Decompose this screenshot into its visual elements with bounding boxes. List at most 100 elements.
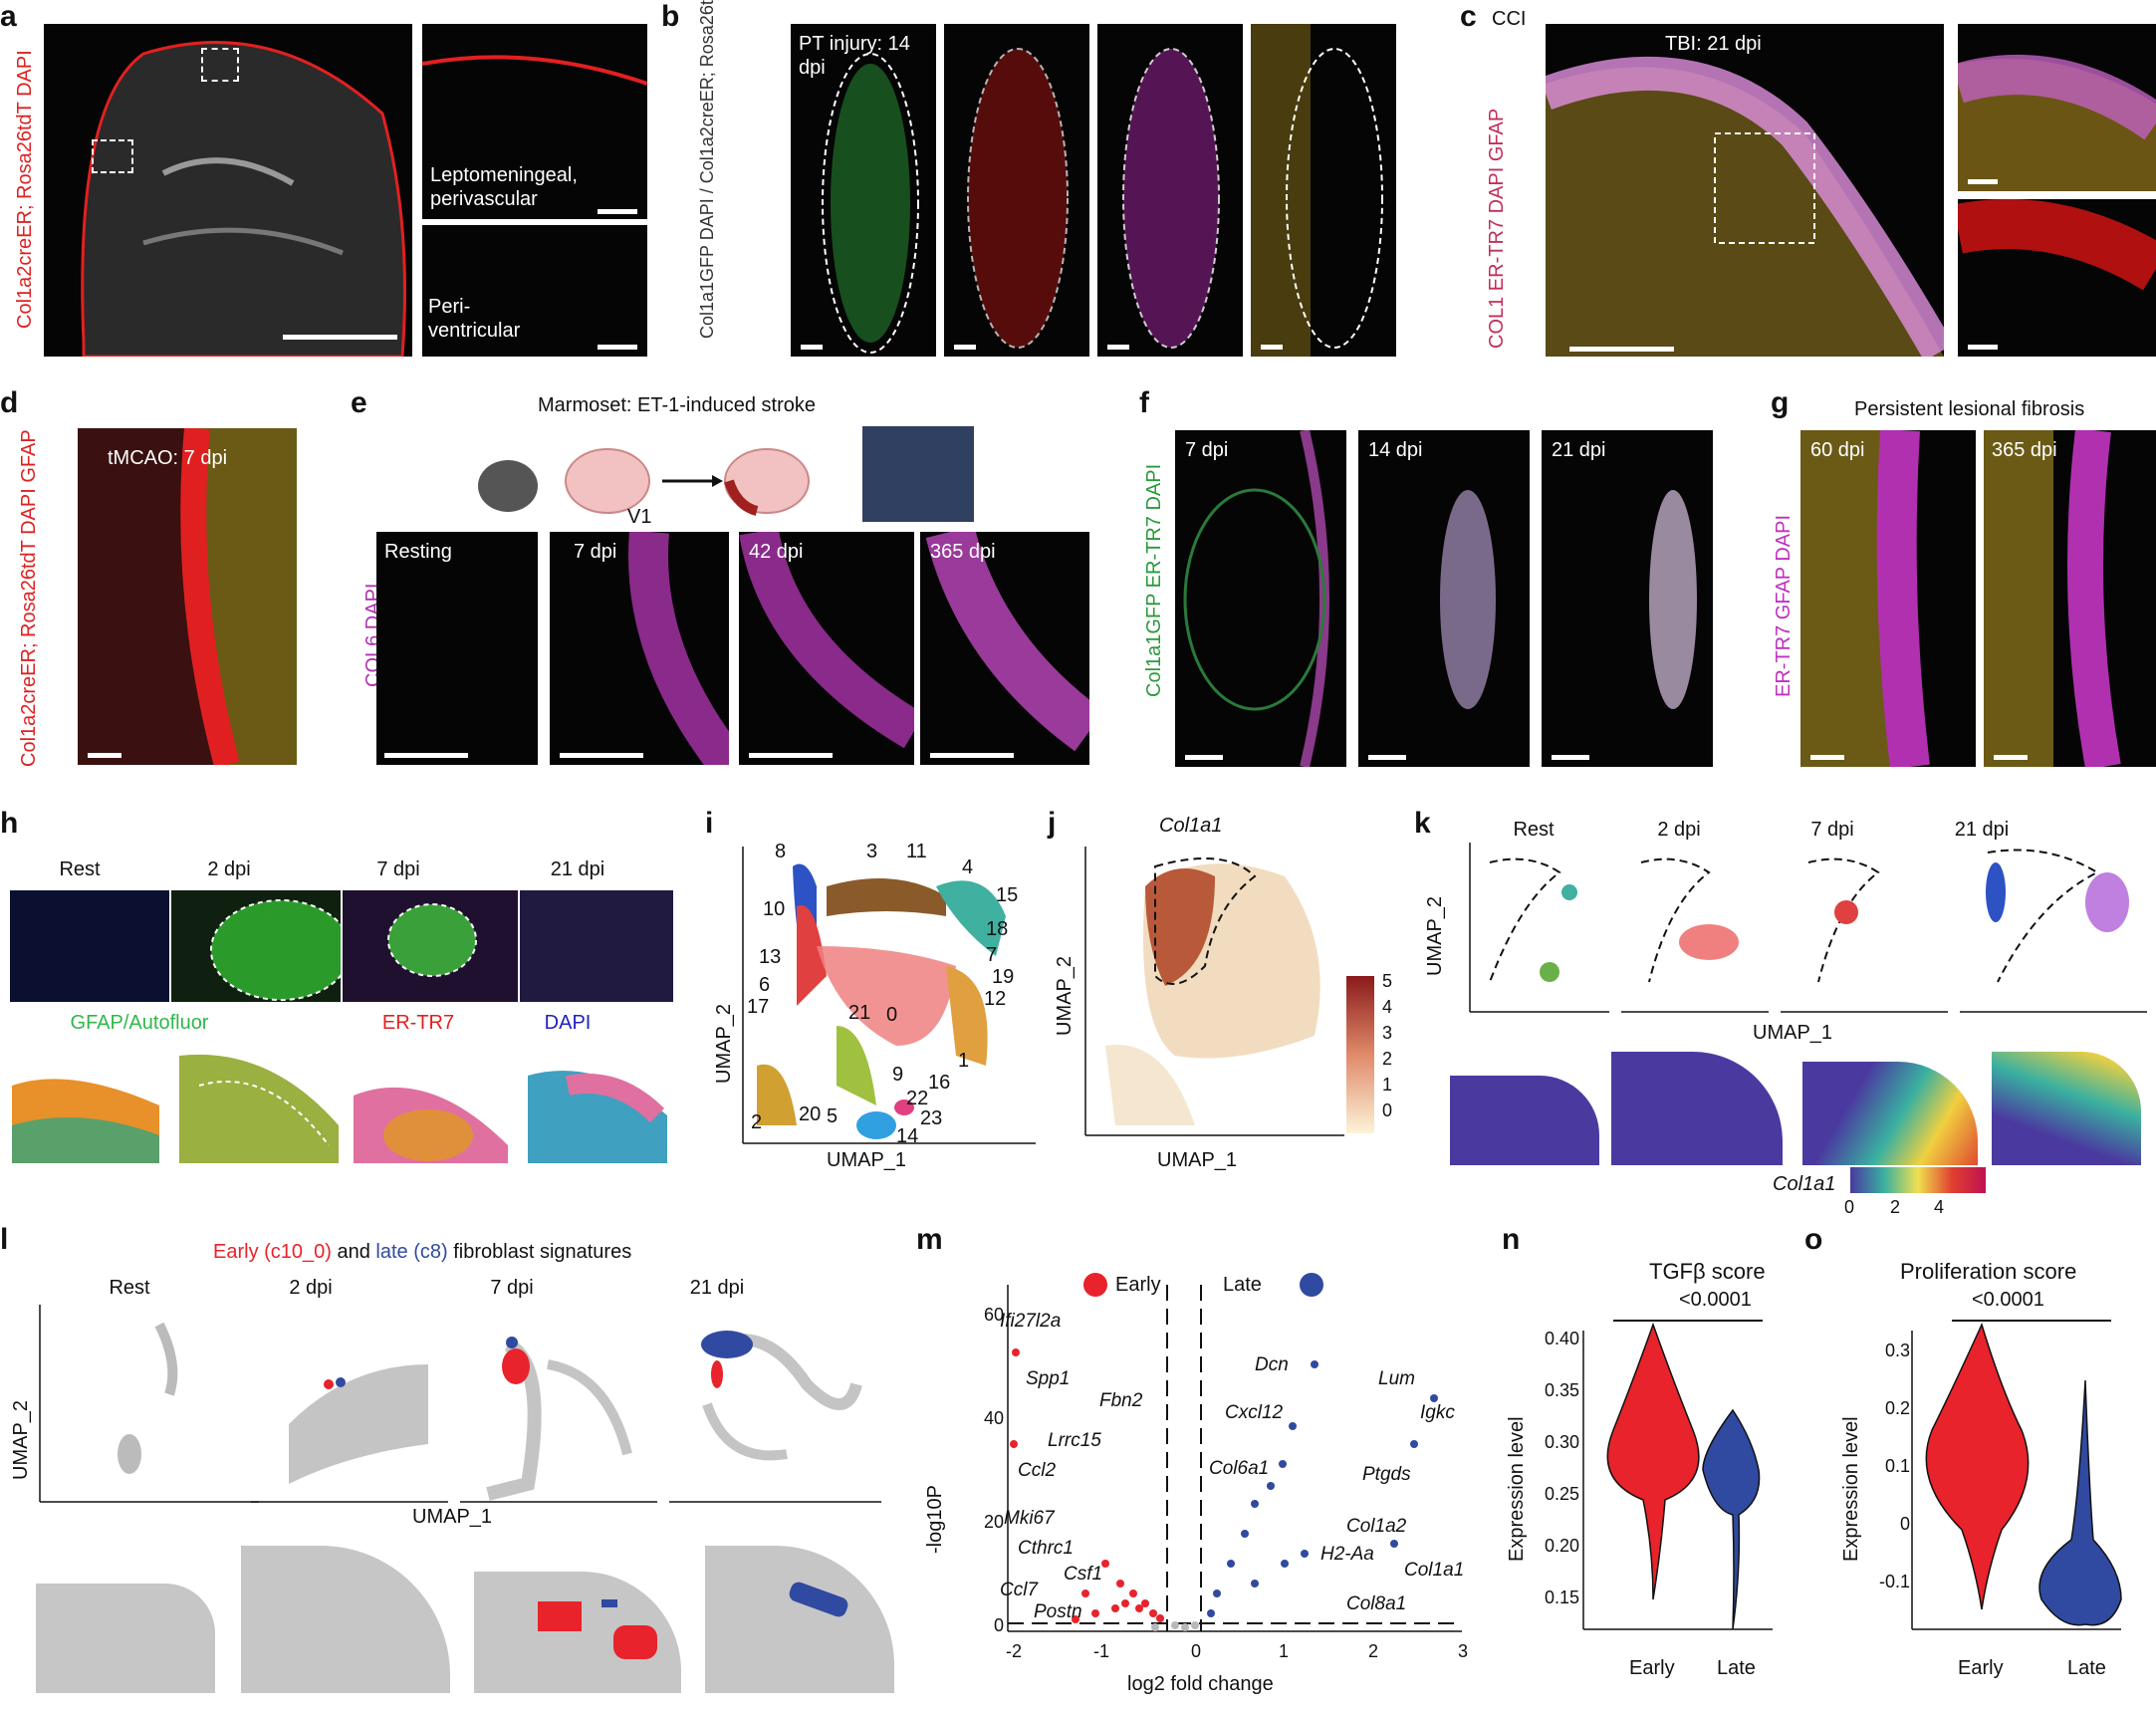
c-main-image: TBI: 21 dpi — [1546, 24, 1944, 357]
l-title: Early (c10_0) and late (c8) fibroblast s… — [213, 1241, 632, 1263]
h-channel-dapi: DAPI — [544, 1012, 592, 1034]
m-ylabel: -log10P — [924, 1485, 946, 1554]
l-tp-21dpi: 21 dpi — [689, 1277, 745, 1299]
n-group-early: Early — [1629, 1657, 1675, 1679]
b-yellow-image — [1251, 24, 1396, 357]
panel-label-j: j — [1048, 807, 1057, 840]
o-yticks: 0.3 0.2 0.1 0 -0.1 — [1878, 1341, 1910, 1591]
k-tp-7dpi: 7 dpi — [1810, 819, 1854, 841]
o-violin-plot — [1911, 1320, 2122, 1630]
b-red-image — [944, 24, 1089, 357]
f-image-14dpi: 14 dpi — [1358, 430, 1530, 767]
e-image-resting: Resting — [376, 532, 538, 765]
j-xlabel: UMAP_1 — [1157, 1149, 1238, 1171]
k-colorbar-tick-2: 2 — [1890, 1197, 1901, 1217]
l-spatial-21dpi — [705, 1546, 894, 1693]
panel-label-a: a — [0, 0, 17, 33]
e-title: Marmoset: ET-1-induced stroke — [538, 394, 816, 416]
m-gene-labels-late: Dcn Lum Cxcl12 Igkc Col6a1 Ptgds Col1a2 … — [1209, 1354, 1465, 1614]
h-image-2dpi — [171, 890, 341, 1002]
e-image-7dpi: 7 dpi — [550, 532, 729, 765]
c-inset-top — [1958, 24, 2156, 191]
panel-label-f: f — [1139, 386, 1149, 419]
panel-label-l: l — [0, 1223, 9, 1256]
l-xlabel: UMAP_1 — [412, 1506, 493, 1528]
h-spatial-clusters — [12, 1054, 667, 1163]
c-model: CCI — [1492, 8, 1527, 30]
g-title: Persistent lesional fibrosis — [1854, 398, 2085, 420]
k-tp-21dpi: 21 dpi — [1954, 819, 2010, 841]
k-spatial-rest — [1450, 1076, 1599, 1165]
a-inset-top-label: Leptomeningeal, perivascular — [430, 164, 578, 210]
o-title: Proliferation score — [1900, 1259, 2077, 1284]
c-inset-bottom — [1958, 199, 2156, 357]
k-colorbar-tick-0: 0 — [1844, 1197, 1855, 1217]
j-ylabel: UMAP_2 — [1054, 955, 1076, 1036]
f-image-21dpi: 21 dpi — [1542, 430, 1713, 767]
k-spatial-21dpi — [1992, 1052, 2141, 1165]
f-stain-label: Col1a1GFP ER-TR7 DAPI — [1143, 463, 1165, 697]
e-image-42dpi: 42 dpi — [739, 532, 914, 765]
panel-label-k: k — [1414, 807, 1431, 840]
a-main-image — [44, 24, 412, 357]
l-ylabel: UMAP_2 — [10, 1399, 32, 1480]
panel-label-g: g — [1771, 386, 1790, 419]
g-image-60dpi: 60 dpi — [1800, 430, 1976, 767]
panel-label-o: o — [1804, 1223, 1823, 1256]
k-colorbar-gene: Col1a1 — [1773, 1173, 1836, 1195]
n-group-late: Late — [1717, 1657, 1756, 1679]
l-spatial-7dpi — [474, 1572, 681, 1693]
n-ylabel: Expression level — [1506, 1416, 1528, 1562]
l-tp-2dpi: 2 dpi — [289, 1277, 333, 1299]
n-title: TGFβ score — [1649, 1259, 1766, 1284]
j-gene: Col1a1 — [1159, 815, 1223, 837]
d-image: tMCAO: 7 dpi — [78, 428, 297, 765]
l-spatial-rest — [36, 1584, 215, 1693]
a-inset-bottom-label: Peri- ventricular — [428, 296, 521, 342]
panel-label-m: m — [916, 1223, 943, 1256]
k-tp-rest: Rest — [1513, 819, 1555, 841]
l-spatial-2dpi — [241, 1546, 450, 1693]
k-xlabel: UMAP_1 — [1753, 1022, 1833, 1044]
h-tp-21dpi: 21 dpi — [550, 858, 605, 880]
i-cluster-labels: 8 3 11 4 15 10 18 7 19 12 13 6 21 0 9 22… — [747, 841, 1019, 1147]
k-tp-2dpi: 2 dpi — [1657, 819, 1701, 841]
b-stain-label: Col1a1GFP DAPI / Col1a2creER; Rosa26tdT … — [697, 0, 717, 339]
panel-label-h: h — [0, 807, 19, 840]
panel-label-c: c — [1460, 0, 1477, 33]
b-green-image: PT injury: 14 dpi — [791, 24, 936, 357]
d-stain-label: Col1a2creER; Rosa26tdT DAPI GFAP — [18, 429, 40, 767]
h-image-rest — [10, 890, 169, 1002]
i-xlabel: UMAP_1 — [827, 1149, 907, 1171]
b-magenta-image — [1097, 24, 1243, 357]
o-group-late: Late — [2067, 1657, 2106, 1679]
d-title: tMCAO: 7 dpi — [108, 447, 228, 469]
h-channel-gfap: GFAP/Autofluor — [70, 1012, 209, 1034]
a-inset-top: Leptomeningeal, perivascular — [422, 24, 647, 219]
k-ylabel: UMAP_2 — [1424, 895, 1446, 976]
l-tp-rest: Rest — [109, 1277, 150, 1299]
e-image-365dpi: 365 dpi — [920, 532, 1089, 765]
h-tp-2dpi: 2 dpi — [207, 858, 251, 880]
n-violin-plot — [1582, 1320, 1773, 1630]
m-xlabel: log2 fold change — [1127, 1673, 1274, 1695]
panel-label-b: b — [661, 0, 680, 33]
o-ylabel: Expression level — [1840, 1416, 1862, 1562]
g-stain-label: ER-TR7 GFAP DAPI — [1773, 514, 1795, 697]
k-colorbar-tick-4: 4 — [1934, 1197, 1945, 1217]
l-tp-7dpi: 7 dpi — [490, 1277, 534, 1299]
i-ylabel: UMAP_2 — [713, 1003, 735, 1084]
i-umap-plot — [742, 847, 1036, 1144]
k-colorbar — [1850, 1167, 1986, 1193]
e-schematic: V1 — [468, 426, 827, 528]
g-image-365dpi: 365 dpi — [1984, 430, 2156, 767]
o-pvalue: <0.0001 — [1972, 1289, 2044, 1311]
a-stain-label: Col1a2creER; Rosa26tdT DAPI — [14, 50, 36, 329]
panel-label-n: n — [1502, 1223, 1521, 1256]
f-image-7dpi: 7 dpi — [1175, 430, 1346, 767]
c-stain-label: COL1 ER-TR7 DAPI GFAP — [1486, 108, 1508, 349]
h-image-7dpi — [343, 890, 518, 1002]
l-umap-row — [39, 1305, 881, 1503]
panel-label-e: e — [351, 386, 367, 419]
